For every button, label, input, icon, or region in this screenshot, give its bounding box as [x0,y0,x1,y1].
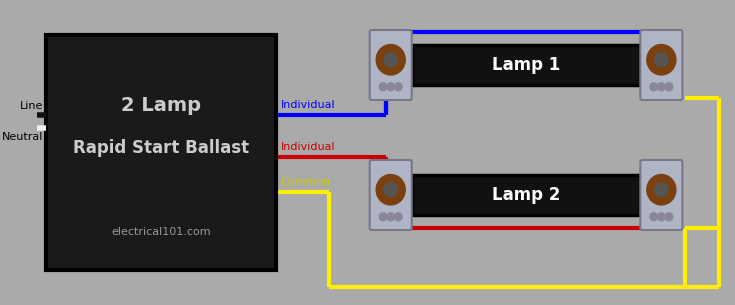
Text: Individual: Individual [281,100,335,110]
Circle shape [379,213,387,221]
Circle shape [387,213,395,221]
FancyBboxPatch shape [412,175,640,215]
Text: Lamp 1: Lamp 1 [492,56,560,74]
Circle shape [395,83,402,91]
Circle shape [384,53,397,66]
Circle shape [658,83,665,91]
Circle shape [379,83,387,91]
Circle shape [376,174,405,205]
Text: Line: Line [20,101,43,111]
FancyBboxPatch shape [370,160,412,230]
Circle shape [395,213,402,221]
Circle shape [655,53,668,66]
Circle shape [647,45,676,75]
Circle shape [387,83,395,91]
Text: electrical101.com: electrical101.com [112,228,211,237]
Circle shape [384,183,397,196]
FancyBboxPatch shape [46,35,276,270]
FancyBboxPatch shape [412,45,640,85]
Text: Neutral: Neutral [2,132,43,142]
Circle shape [650,213,658,221]
FancyBboxPatch shape [640,160,682,230]
Circle shape [665,213,673,221]
FancyBboxPatch shape [370,30,412,100]
Text: Lamp 2: Lamp 2 [492,186,560,204]
Circle shape [376,45,405,75]
Text: 2 Lamp: 2 Lamp [121,96,201,115]
FancyBboxPatch shape [640,30,682,100]
Circle shape [655,183,668,196]
Text: Individual: Individual [281,142,335,152]
Text: Rapid Start Ballast: Rapid Start Ballast [73,139,249,157]
Circle shape [647,174,676,205]
Circle shape [650,83,658,91]
Circle shape [658,213,665,221]
Circle shape [665,83,673,91]
Text: Common: Common [281,177,331,187]
